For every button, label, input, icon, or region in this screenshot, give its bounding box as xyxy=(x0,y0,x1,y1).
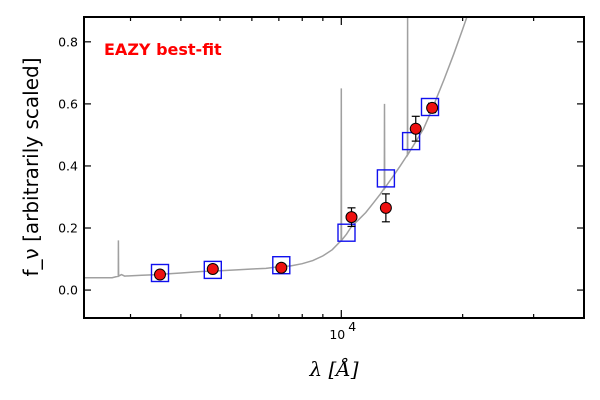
x-tick-label-0: 10 xyxy=(329,327,345,342)
tick-layer: 0.0 0.2 0.4 0.6 0.8 104 xyxy=(58,17,585,342)
template-point-6 xyxy=(420,97,440,117)
y-tick-label-2: 0.4 xyxy=(58,158,78,173)
observed-point-5 xyxy=(409,122,422,135)
observed-point-0 xyxy=(153,268,166,281)
y-tick-label-1: 0.2 xyxy=(58,221,78,236)
y-tick-label-0: 0.0 xyxy=(58,283,78,298)
x-tick-exponent-0: 4 xyxy=(348,319,356,334)
y-axis-label: f_ν [arbitrarily scaled] xyxy=(19,58,43,277)
observed-point-2 xyxy=(275,261,288,274)
template-point-1 xyxy=(203,260,223,280)
y-tick-label-3: 0.6 xyxy=(58,96,78,111)
template-point-0 xyxy=(150,263,170,283)
y-tick-label-4: 0.8 xyxy=(58,34,78,49)
annotation-label: EAZY best-fit xyxy=(104,40,222,59)
model-spectrum-line xyxy=(84,17,468,279)
observed-point-3 xyxy=(345,211,358,224)
observed-point-1 xyxy=(206,262,219,275)
x-axis-label: λ [Å] xyxy=(308,356,358,381)
axes-frame xyxy=(83,16,585,319)
template-point-3 xyxy=(337,223,356,242)
observed-point-4 xyxy=(379,201,392,214)
template-point-4 xyxy=(376,169,396,188)
observed-point-6 xyxy=(426,101,439,114)
plot-layer xyxy=(84,17,468,283)
